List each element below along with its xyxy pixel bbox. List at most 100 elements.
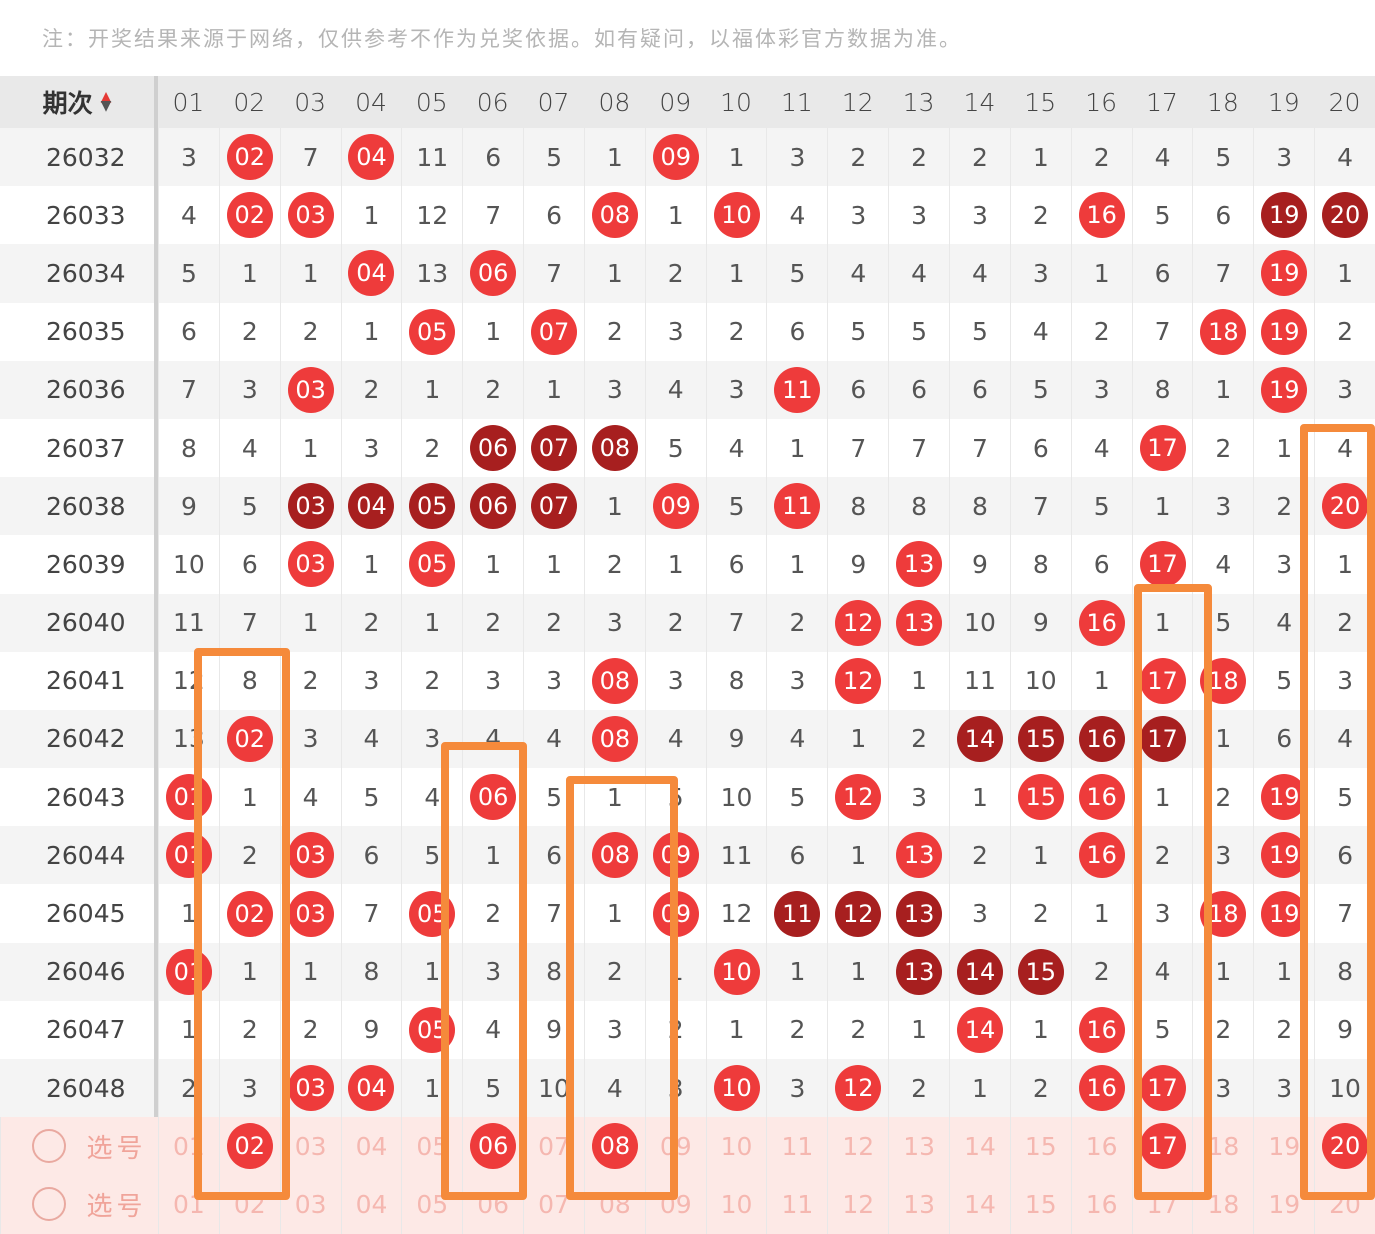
select-number-cell[interactable]: 12 [827, 1175, 889, 1234]
radio-button[interactable] [32, 1187, 67, 1222]
select-row-label[interactable]: 选号 [0, 1117, 158, 1176]
selectable-number[interactable]: 01 [173, 1131, 205, 1161]
select-number-cell[interactable]: 14 [949, 1117, 1010, 1176]
selectable-number[interactable]: 03 [294, 1189, 327, 1219]
selectable-number[interactable]: 10 [720, 1131, 753, 1161]
select-number-cell[interactable]: 08 [583, 1117, 645, 1176]
selectable-number[interactable]: 05 [416, 1131, 449, 1161]
select-number-cell[interactable]: 16 [1070, 1175, 1132, 1234]
selectable-number[interactable]: 04 [355, 1131, 388, 1161]
selectable-number[interactable]: 05 [416, 1189, 449, 1219]
select-number-cell[interactable]: 08 [583, 1175, 645, 1234]
select-number-cell[interactable]: 10 [705, 1117, 767, 1176]
selectable-number[interactable]: 01 [173, 1189, 205, 1219]
select-number-cell[interactable]: 09 [644, 1117, 706, 1176]
selectable-number[interactable]: 15 [1024, 1131, 1057, 1161]
draw-cell: 1 [583, 128, 645, 187]
select-number-cell[interactable]: 11 [766, 1175, 828, 1234]
selected-ball[interactable]: 20 [1322, 1123, 1369, 1170]
miss-count: 1 [728, 258, 745, 288]
select-number-cell[interactable]: 07 [523, 1117, 584, 1176]
sort-toggle-icon[interactable]: ▲ ▼ [101, 90, 112, 113]
select-number-cell[interactable]: 13 [888, 1175, 950, 1234]
draw-cell: 3 [766, 651, 828, 710]
selectable-number[interactable]: 07 [538, 1131, 570, 1161]
select-number-cell[interactable]: 02 [218, 1117, 280, 1176]
selectable-number[interactable]: 14 [964, 1189, 996, 1219]
selectable-number[interactable]: 19 [1268, 1189, 1301, 1219]
miss-count: 3 [1276, 549, 1293, 579]
selectable-number[interactable]: 09 [659, 1131, 692, 1161]
select-number-cell[interactable]: 19 [1253, 1117, 1315, 1176]
select-number-cell[interactable]: 03 [279, 1117, 341, 1176]
select-number-cell[interactable]: 16 [1070, 1117, 1132, 1176]
select-number-cell[interactable]: 18 [1192, 1175, 1254, 1234]
select-number-cell[interactable]: 18 [1192, 1117, 1254, 1176]
select-row-label[interactable]: 选号 [0, 1175, 158, 1234]
select-number-cell[interactable]: 10 [705, 1175, 767, 1234]
selectable-number[interactable]: 03 [294, 1131, 327, 1161]
selectable-number[interactable]: 19 [1268, 1131, 1301, 1161]
selectable-number[interactable]: 17 [1146, 1189, 1179, 1219]
select-number-cell[interactable]: 05 [401, 1175, 463, 1234]
issue-sort-header[interactable]: 期次 ▲ ▼ [0, 76, 158, 128]
draw-cell: 8 [827, 477, 889, 536]
select-number-cell[interactable]: 04 [340, 1175, 402, 1234]
select-number-cell[interactable]: 17 [1131, 1175, 1193, 1234]
selectable-number[interactable]: 11 [781, 1131, 814, 1161]
selected-ball[interactable]: 08 [591, 1123, 638, 1170]
select-number-cell[interactable]: 20 [1314, 1117, 1375, 1176]
selectable-number[interactable]: 02 [233, 1189, 266, 1219]
select-number-cell[interactable]: 14 [949, 1175, 1010, 1234]
selectable-number[interactable]: 11 [781, 1189, 814, 1219]
select-number-cell[interactable]: 06 [462, 1117, 524, 1176]
selectable-number[interactable]: 16 [1085, 1131, 1118, 1161]
select-number-cell[interactable]: 07 [523, 1175, 584, 1234]
selectable-number[interactable]: 20 [1329, 1189, 1361, 1219]
select-number-cell[interactable]: 03 [279, 1175, 341, 1234]
draw-cell: 6 [766, 826, 828, 885]
selectable-number[interactable]: 08 [598, 1189, 631, 1219]
select-number-cell[interactable]: 19 [1253, 1175, 1315, 1234]
select-number-cell[interactable]: 01 [158, 1117, 219, 1176]
select-number-cell[interactable]: 04 [340, 1117, 402, 1176]
select-number-cell[interactable]: 17 [1131, 1117, 1193, 1176]
selectable-number[interactable]: 09 [659, 1189, 692, 1219]
select-number-cell[interactable]: 12 [827, 1117, 889, 1176]
select-number-cell[interactable]: 01 [158, 1175, 219, 1234]
selected-ball[interactable]: 06 [470, 1123, 517, 1170]
radio-button[interactable] [32, 1129, 67, 1164]
selectable-number[interactable]: 14 [964, 1131, 996, 1161]
select-number-cell[interactable]: 09 [644, 1175, 706, 1234]
draw-cell: 08 [583, 186, 645, 245]
draw-cell: 4 [218, 418, 280, 478]
selectable-number[interactable]: 18 [1207, 1131, 1240, 1161]
select-number-cell[interactable]: 15 [1009, 1175, 1071, 1234]
winning-ball: 04 [348, 250, 395, 297]
select-number-cell[interactable]: 15 [1009, 1117, 1071, 1176]
select-number-cell[interactable]: 06 [462, 1175, 524, 1234]
select-number-cell[interactable]: 13 [888, 1117, 950, 1176]
winning-ball: 05 [409, 308, 456, 355]
selectable-number[interactable]: 12 [842, 1189, 875, 1219]
miss-count: 8 [546, 957, 562, 987]
selected-ball[interactable]: 17 [1139, 1123, 1186, 1170]
selected-ball[interactable]: 02 [226, 1123, 273, 1170]
select-number-cell[interactable]: 02 [218, 1175, 280, 1234]
selectable-number[interactable]: 18 [1207, 1189, 1240, 1219]
selectable-number[interactable]: 07 [538, 1189, 570, 1219]
select-number-cell[interactable]: 11 [766, 1117, 828, 1176]
selectable-number[interactable]: 12 [842, 1131, 875, 1161]
miss-count: 3 [972, 200, 988, 230]
selectable-number[interactable]: 15 [1024, 1189, 1057, 1219]
selectable-number[interactable]: 10 [720, 1189, 753, 1219]
selectable-number[interactable]: 13 [903, 1189, 936, 1219]
selectable-number[interactable]: 13 [903, 1131, 936, 1161]
selectable-number[interactable]: 06 [477, 1189, 510, 1219]
selectable-number[interactable]: 04 [355, 1189, 388, 1219]
miss-count: 4 [1154, 957, 1171, 987]
select-number-cell[interactable]: 05 [401, 1117, 463, 1176]
draw-cell: 8 [340, 942, 402, 1001]
selectable-number[interactable]: 16 [1085, 1189, 1118, 1219]
select-number-cell[interactable]: 20 [1314, 1175, 1375, 1234]
